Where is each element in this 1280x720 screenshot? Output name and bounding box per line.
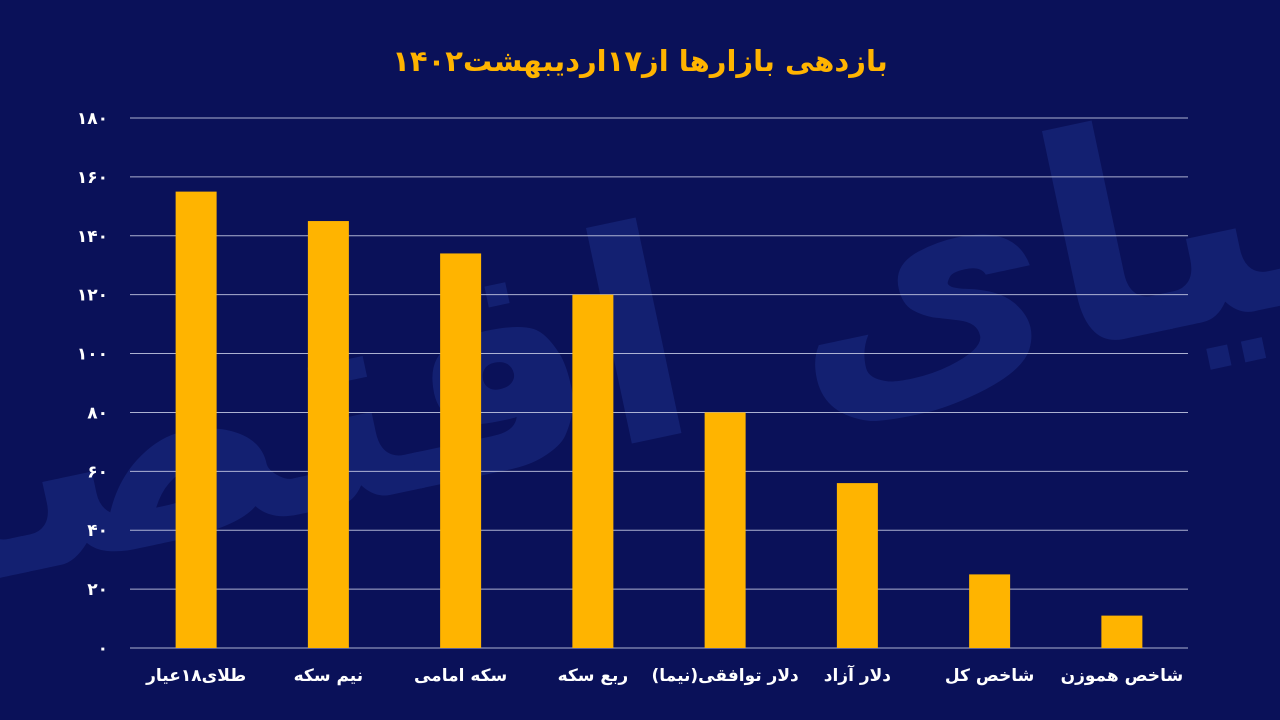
bar <box>836 483 878 648</box>
bar <box>572 294 614 648</box>
y-tick-label: ۰ <box>98 639 108 659</box>
x-tick-label: دلار آزاد <box>824 664 892 686</box>
x-tick-label: شاخص هموزن <box>1061 666 1184 686</box>
y-tick-label: ۴۰ <box>87 521 108 541</box>
bars <box>175 191 1143 649</box>
x-tick-label: طلای۱۸عیار <box>145 666 246 686</box>
y-tick-label: ۱۸۰ <box>77 109 108 129</box>
bar <box>704 412 746 648</box>
x-axis-labels: طلای۱۸عیار نیم سکه سکه امامی ربع سکه دلار تو… <box>145 664 1183 686</box>
y-tick-label: ۱۶۰ <box>77 168 108 188</box>
gridlines <box>130 117 1188 649</box>
x-tick-label: سکه امامی <box>414 666 507 686</box>
y-tick-label: ۱۰۰ <box>77 345 108 365</box>
y-tick-label: ۶۰ <box>87 462 108 482</box>
bar <box>175 191 217 648</box>
x-tick-label: شاخص کل <box>945 666 1035 686</box>
chart-title: بازدهی بازارها از۱۷اردیبهشت۱۴۰۲ <box>392 44 888 78</box>
x-tick-label: ربع سکه <box>558 666 629 686</box>
y-axis-labels: ۰ ۲۰ ۴۰ ۶۰ ۸۰ ۱۰۰ ۱۲۰ ۱۴۰ ۱۶۰ ۱۸۰ <box>77 109 108 659</box>
y-tick-label: ۲۰ <box>87 580 108 600</box>
bar <box>969 574 1011 648</box>
y-tick-label: ۱۴۰ <box>77 227 108 247</box>
bar <box>440 253 482 648</box>
y-tick-label: ۱۲۰ <box>77 286 108 306</box>
bar <box>307 221 349 649</box>
bar <box>1101 615 1143 648</box>
x-tick-label: نیم سکه <box>294 666 364 686</box>
x-tick-label: دلار توافقی(نیما) <box>652 666 799 686</box>
y-tick-label: ۸۰ <box>87 403 108 423</box>
